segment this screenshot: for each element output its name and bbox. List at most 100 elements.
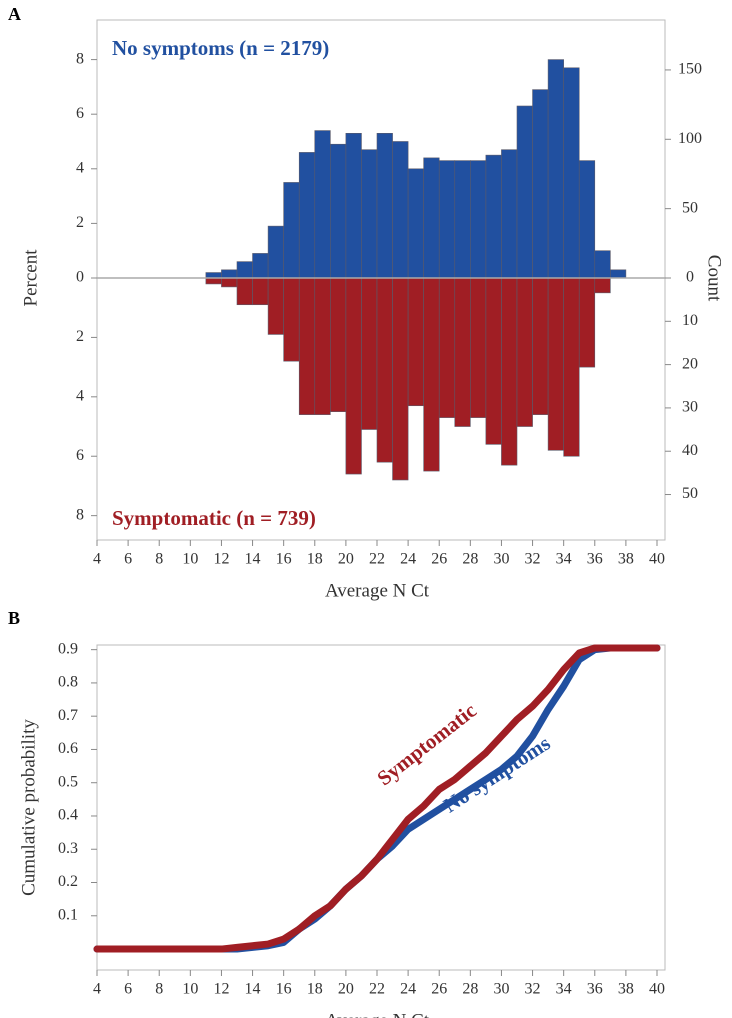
histogram-bar [298, 152, 316, 279]
histogram-bar [267, 277, 284, 335]
y2-tick-label: 30 [682, 399, 698, 416]
panel-label: A [8, 4, 21, 24]
x-tick-label: 4 [93, 981, 101, 998]
histogram-bar [361, 149, 378, 279]
histogram-bar [470, 277, 487, 418]
x-tick-label: 30 [493, 981, 509, 998]
y2-tick-label: 50 [682, 199, 698, 216]
y-tick-label: 0.8 [58, 674, 78, 691]
histogram-bar [594, 277, 611, 294]
x-tick-label: 24 [400, 981, 416, 998]
y-axis-title: Cumulative probability [18, 719, 39, 896]
histogram-bar [610, 269, 627, 279]
histogram-bar [516, 105, 533, 279]
y-tick-label: 4 [76, 387, 84, 404]
histogram-bar [578, 160, 596, 279]
y-tick-label: 8 [76, 506, 84, 523]
x-tick-label: 30 [493, 551, 509, 568]
cdf-line [93, 644, 661, 953]
histogram-bar [330, 277, 347, 412]
histogram-bar [454, 277, 471, 427]
y-tick-label: 0.2 [58, 873, 78, 890]
y-tick-label: 8 [76, 50, 84, 67]
x-tick-label: 20 [338, 551, 354, 568]
histogram-bar [376, 133, 393, 279]
histogram-bar [423, 277, 440, 472]
histogram-bar [361, 277, 378, 430]
y2-tick-label: 100 [678, 130, 702, 147]
x-tick-label: 4 [93, 551, 101, 568]
x-tick-label: 10 [182, 981, 198, 998]
histogram-bar [407, 277, 424, 407]
histogram-bar [236, 277, 253, 306]
histogram-bar [298, 277, 316, 415]
x-tick-label: 38 [618, 551, 634, 568]
histogram-bar [547, 277, 564, 451]
x-tick-label: 40 [649, 551, 665, 568]
panel-b-frame [96, 644, 666, 971]
y-tick-label: 6 [76, 105, 84, 122]
histogram-bar [392, 277, 409, 481]
y-tick-label: 0.5 [58, 773, 78, 790]
histogram-bar [594, 250, 611, 279]
x-tick-label: 16 [276, 981, 292, 998]
y2-axis-title: Count [704, 255, 725, 302]
histogram-bar [221, 277, 238, 288]
y2-tick-label: 20 [682, 355, 698, 372]
x-tick-label: 14 [245, 551, 261, 568]
histogram-bar [221, 269, 238, 279]
x-tick-label: 20 [338, 981, 354, 998]
x-tick-label: 26 [431, 981, 447, 998]
x-tick-label: 12 [213, 551, 229, 568]
y-tick-label: 0.7 [58, 707, 78, 724]
histogram-bar [485, 154, 502, 279]
x-tick-label: 18 [307, 551, 323, 568]
x-tick-label: 22 [369, 981, 385, 998]
histogram-bar [532, 277, 549, 415]
histogram-bar [392, 141, 409, 279]
histogram-bar [563, 67, 580, 279]
histogram-bar [267, 225, 284, 279]
y2-tick-label: 50 [682, 485, 698, 502]
histogram-bar [454, 160, 471, 279]
legend-label: No symptoms (n = 2179) [112, 36, 329, 60]
histogram-bar [345, 133, 362, 279]
x-tick-label: 28 [462, 551, 478, 568]
x-tick-label: 32 [525, 551, 541, 568]
histogram-bar [376, 277, 393, 463]
histogram-bar [407, 168, 424, 279]
y-tick-label: 0.9 [58, 640, 78, 657]
y-tick-label: 4 [76, 159, 84, 176]
histogram-bar [345, 277, 362, 475]
panel-a-frame [96, 19, 666, 541]
x-tick-label: 10 [182, 551, 198, 568]
x-tick-label: 24 [400, 551, 416, 568]
y-tick-label: 6 [76, 447, 84, 464]
x-tick-label: 32 [525, 981, 541, 998]
histogram-bar [501, 277, 518, 466]
x-tick-label: 6 [124, 981, 132, 998]
y-axis-title: Percent [20, 249, 41, 307]
histogram-bar [314, 277, 331, 415]
histogram-bar [563, 277, 580, 457]
histogram-bar [516, 277, 533, 427]
y2-tick-label: 150 [678, 61, 702, 78]
x-tick-label: 6 [124, 551, 132, 568]
y-tick-label: 0.4 [58, 807, 78, 824]
x-tick-label: 36 [587, 551, 603, 568]
x-tick-label: 34 [556, 981, 572, 998]
x-tick-label: 40 [649, 981, 665, 998]
histogram-bar [283, 182, 300, 279]
histogram-bar [314, 130, 331, 279]
histogram-bar [470, 160, 487, 279]
x-axis-title: Average N Ct [325, 1010, 430, 1018]
series-label: Symptomatic [372, 698, 481, 790]
y-tick-label: 0.6 [58, 740, 78, 757]
histogram-bar [438, 160, 456, 279]
y-tick-label: 2 [76, 328, 84, 345]
y2-tick-label: 10 [682, 312, 698, 329]
x-tick-label: 26 [431, 551, 447, 568]
x-tick-label: 14 [245, 981, 261, 998]
y-tick-label: 0 [76, 269, 84, 286]
